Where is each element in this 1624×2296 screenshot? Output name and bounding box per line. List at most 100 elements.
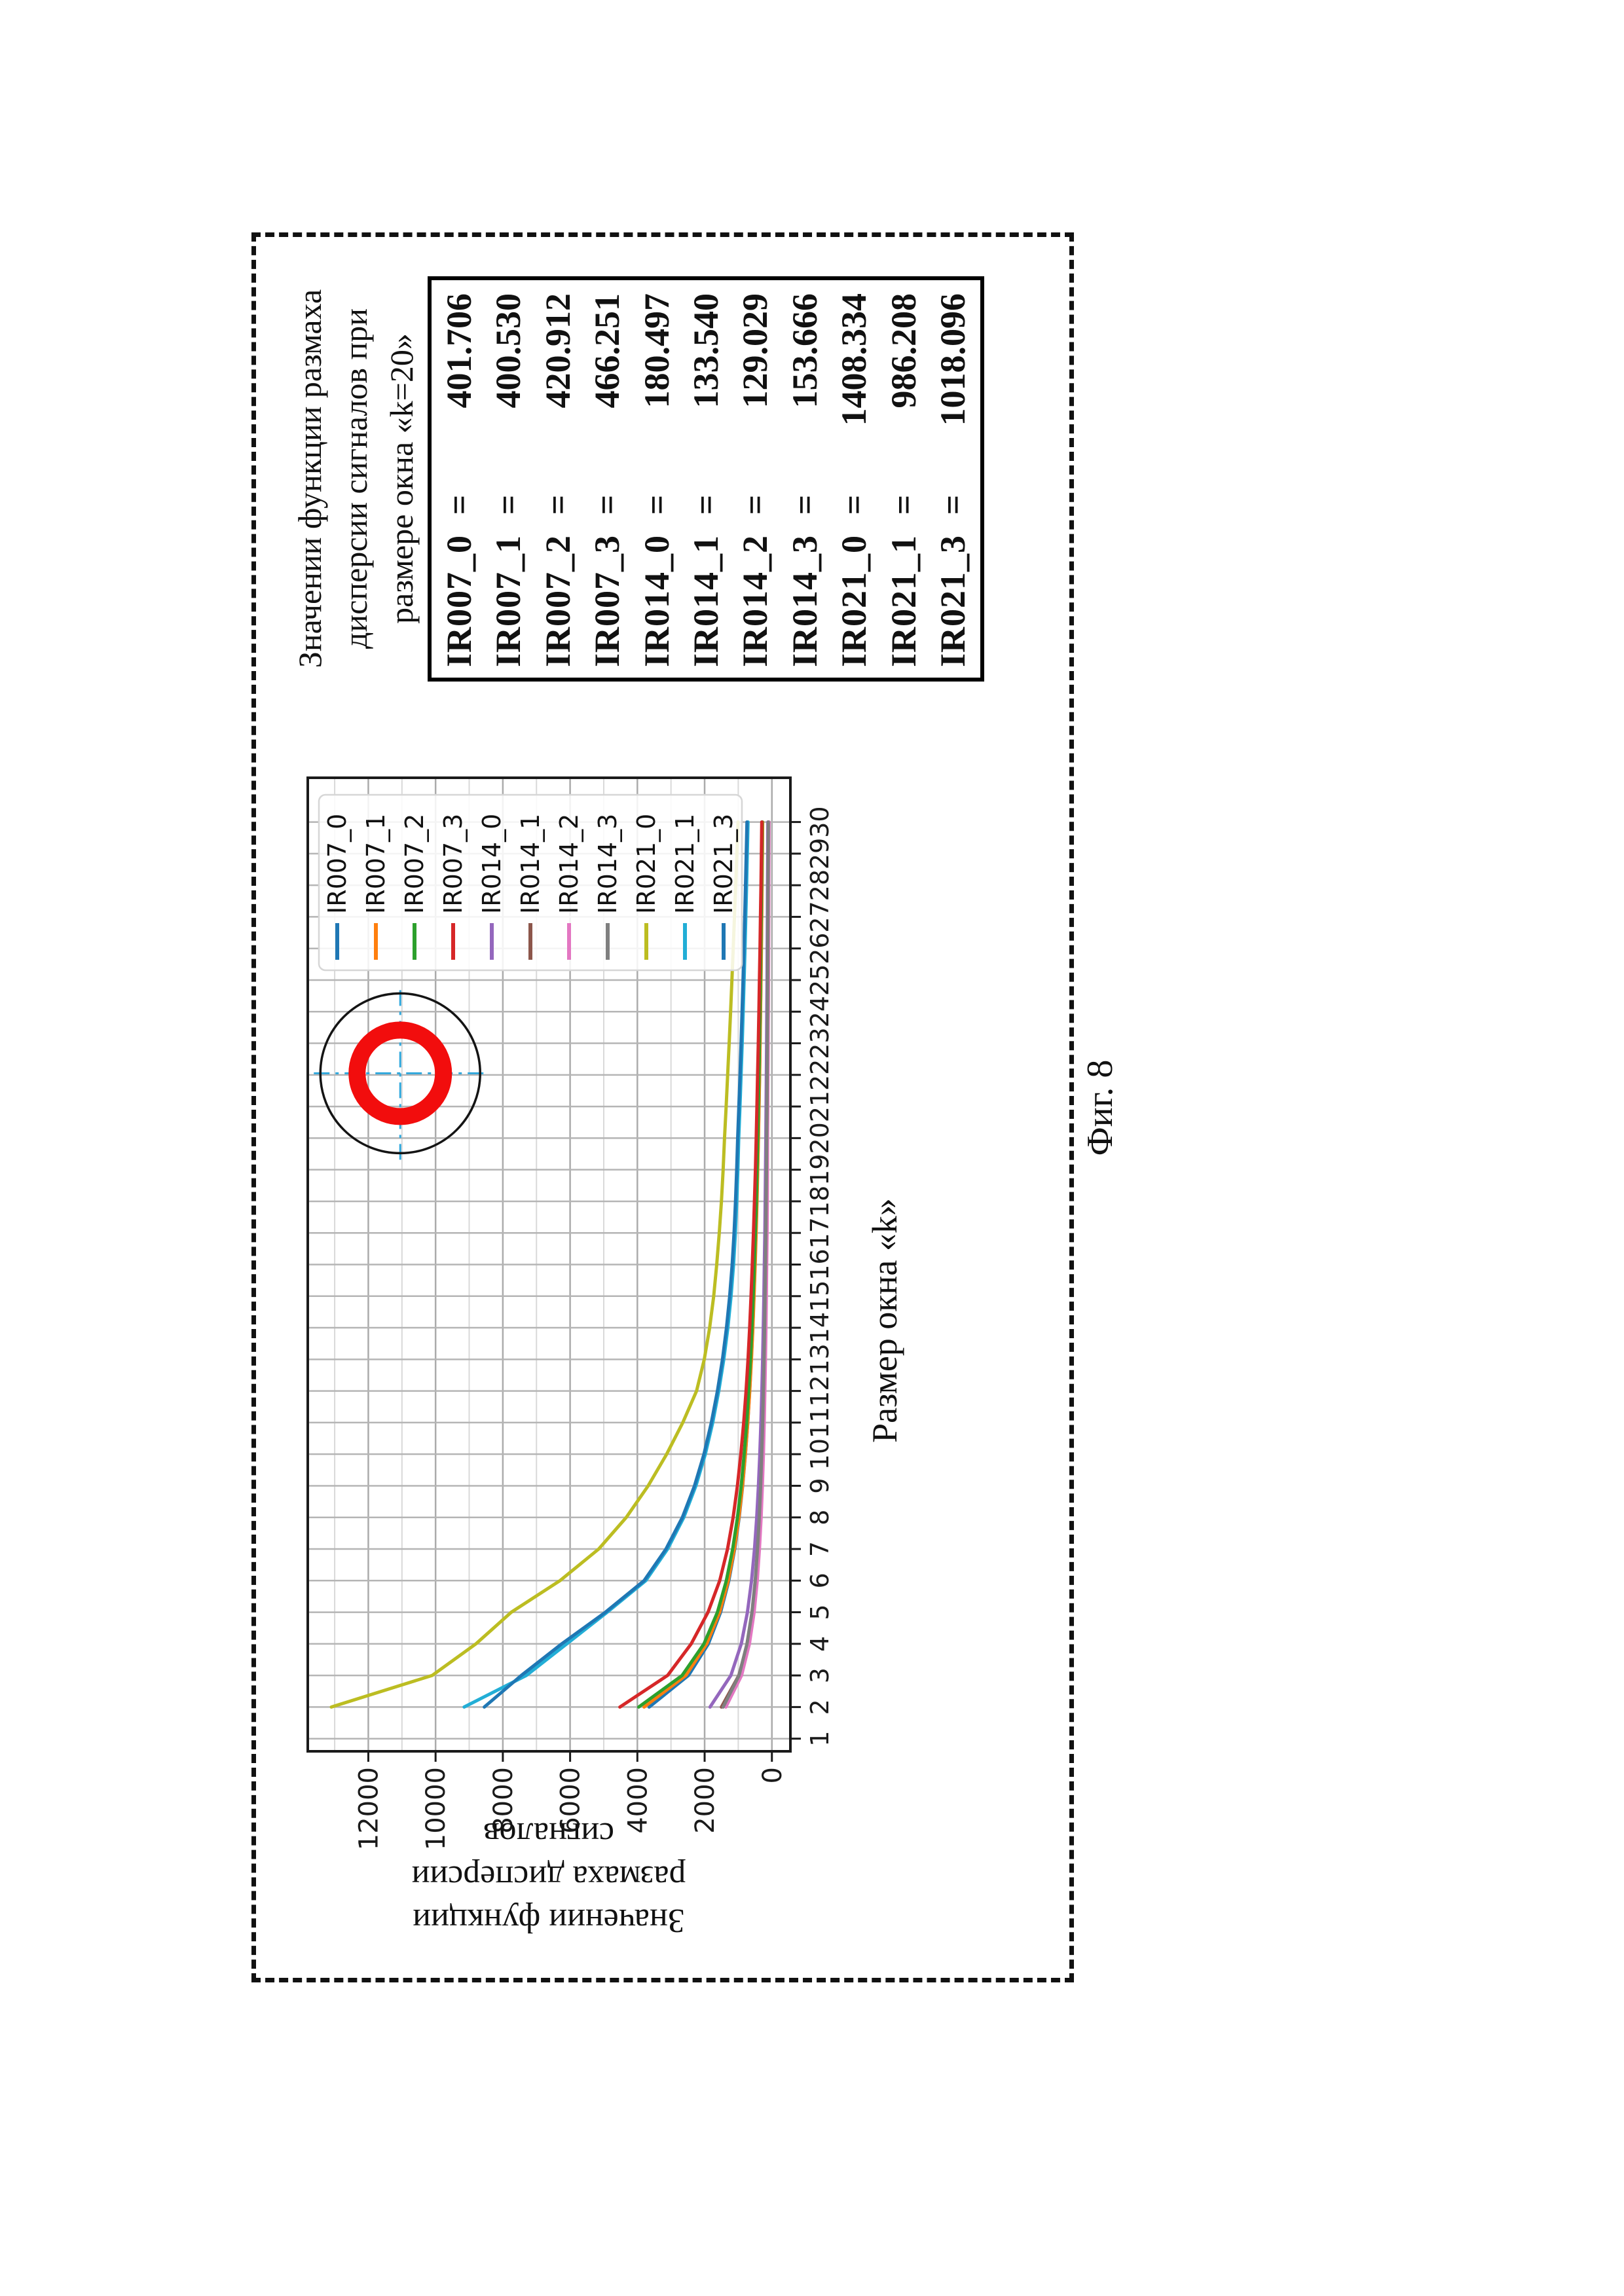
legend-label-IR007_0: IR007_0 [323, 814, 352, 914]
signal-value: 400.530 [489, 293, 528, 409]
y-axis-title: Значении функции размаха дисперсии сигнало… [412, 1812, 686, 1942]
legend: IR007_0 IR007_1 IR007_2 IR007_3 IR014_0 IR014… [318, 793, 743, 972]
signal-value: 1408.334 [834, 293, 874, 426]
x-tick-label: 22 [805, 1059, 834, 1091]
x-tick-label: 20 [805, 1122, 834, 1154]
values-panel-title-line: Значении функции размаха [291, 289, 328, 668]
legend-label-IR007_3: IR007_3 [439, 814, 468, 914]
x-tick-label: 6 [805, 1573, 834, 1588]
signal-label: IR021_3 [933, 534, 973, 667]
curves [329, 820, 771, 1709]
table-row: IR014_2 = 129.029 [735, 293, 775, 667]
legend-label-IR014_0: IR014_0 [477, 814, 506, 914]
legend-box [318, 793, 743, 972]
x-tick-label: 25 [805, 964, 834, 996]
table-row: IR007_3 = 466.251 [587, 293, 627, 667]
signal-label: IR007_0 [439, 534, 479, 667]
legend-label-IR007_1: IR007_1 [361, 814, 390, 914]
x-tick-label: 24 [805, 996, 834, 1027]
curve-IR014_3 [721, 820, 770, 1709]
signal-label: IR021_0 [834, 534, 874, 667]
highlight-annotation [314, 987, 487, 1160]
signal-label: IR007_3 [587, 534, 627, 667]
table-row: IR021_1 = 986.208 [883, 293, 923, 667]
x-tick-label: 27 [805, 901, 834, 932]
y-tick-label: 4000 [623, 1767, 653, 1834]
equals-sign: = [784, 494, 824, 515]
y-tick-label: 0 [758, 1767, 788, 1783]
signal-value: 420.912 [538, 293, 578, 409]
legend-label-IR014_2: IR014_2 [555, 814, 583, 914]
y-axis-title-line: размаха дисперсии [411, 1859, 686, 1896]
signal-label: IR007_1 [489, 534, 528, 667]
signal-label: IR007_2 [538, 534, 578, 667]
x-tick-label: 11 [805, 1407, 834, 1438]
equals-sign: = [735, 494, 775, 515]
values-table: IR007_0 = 401.706 IR007_1 = 400.530 IR007_2 = 42… [428, 276, 984, 682]
equals-sign: = [587, 494, 627, 515]
curve-IR021_3 [483, 820, 749, 1709]
y-axis-title-line: сигналов [483, 1815, 615, 1853]
y-tick-label: 8000 [489, 1767, 519, 1834]
x-tick-label: 1 [805, 1731, 834, 1747]
table-row: IR007_1 = 400.530 [489, 293, 528, 667]
legend-label-IR014_1: IR014_1 [516, 814, 545, 914]
equals-sign: = [439, 494, 479, 515]
equals-sign: = [637, 494, 676, 515]
values-panel-title-line: размере окна «k=20» [383, 333, 420, 624]
signal-value: 1018.096 [933, 293, 973, 426]
signal-label: IR014_3 [784, 534, 824, 667]
figure-caption: Фиг. 8 [1080, 1059, 1120, 1156]
axes-spines [306, 776, 792, 1753]
x-axis-title: Размер окна «k» [865, 1198, 904, 1443]
x-tick-label: 21 [805, 1091, 834, 1122]
curve-IR007_3 [618, 820, 764, 1709]
x-tick-label: 29 [805, 838, 834, 869]
x-tick-label: 12 [805, 1375, 834, 1406]
x-tick-label: 26 [805, 933, 834, 964]
x-tick-label: 30 [805, 806, 834, 837]
equals-sign: = [834, 494, 874, 515]
signal-value: 129.029 [735, 293, 775, 409]
y-tick-label: 12000 [354, 1767, 384, 1850]
signal-label: IR021_1 [883, 534, 923, 667]
equals-sign: = [489, 494, 528, 515]
signal-value: 401.706 [439, 293, 479, 409]
lens-circle [319, 992, 481, 1155]
table-row: IR021_3 = 1018.096 [933, 293, 973, 667]
signal-value: 986.208 [883, 293, 923, 409]
x-tick-label: 15 [805, 1281, 834, 1312]
table-row: IR014_1 = 133.540 [686, 293, 726, 667]
table-row: IR014_0 = 180.497 [637, 293, 676, 667]
values-panel-title-line: дисперсии сигналов при [337, 308, 374, 649]
x-tick-label: 7 [805, 1541, 834, 1557]
x-tick-label: 18 [805, 1186, 834, 1217]
equals-sign: = [883, 494, 923, 515]
signal-label: IR014_2 [735, 534, 775, 667]
y-tick-label: 6000 [556, 1767, 586, 1834]
y-axis-title-line: Значении функции [413, 1902, 685, 1939]
x-tick-label: 3 [805, 1667, 834, 1683]
signal-label: IR014_1 [686, 534, 726, 667]
x-tick-label: 19 [805, 1154, 834, 1185]
signal-value: 180.497 [637, 293, 676, 409]
x-tick-label: 10 [805, 1438, 834, 1470]
y-tick-label: 10000 [421, 1767, 451, 1850]
signal-value: 133.540 [686, 293, 726, 409]
legend-label-IR014_3: IR014_3 [593, 814, 622, 914]
signal-label: IR014_0 [637, 534, 676, 667]
y-tick-label: 2000 [690, 1767, 720, 1834]
x-tick-label: 14 [805, 1312, 834, 1343]
legend-label-IR007_2: IR007_2 [400, 814, 429, 914]
x-tick-label: 23 [805, 1027, 834, 1059]
table-row: IR014_3 = 153.666 [784, 293, 824, 667]
x-tick-label: 17 [805, 1217, 834, 1248]
equals-sign: = [538, 494, 578, 515]
ticks: 1234567891011121314151617181920212223242… [354, 806, 834, 1850]
x-tick-label: 9 [805, 1478, 834, 1493]
x-tick-label: 2 [805, 1699, 834, 1715]
red-ring-marker [348, 1021, 452, 1125]
values-panel-title: Значении функции размаха дисперсии сигнал… [287, 256, 424, 701]
equals-sign: = [933, 494, 973, 515]
